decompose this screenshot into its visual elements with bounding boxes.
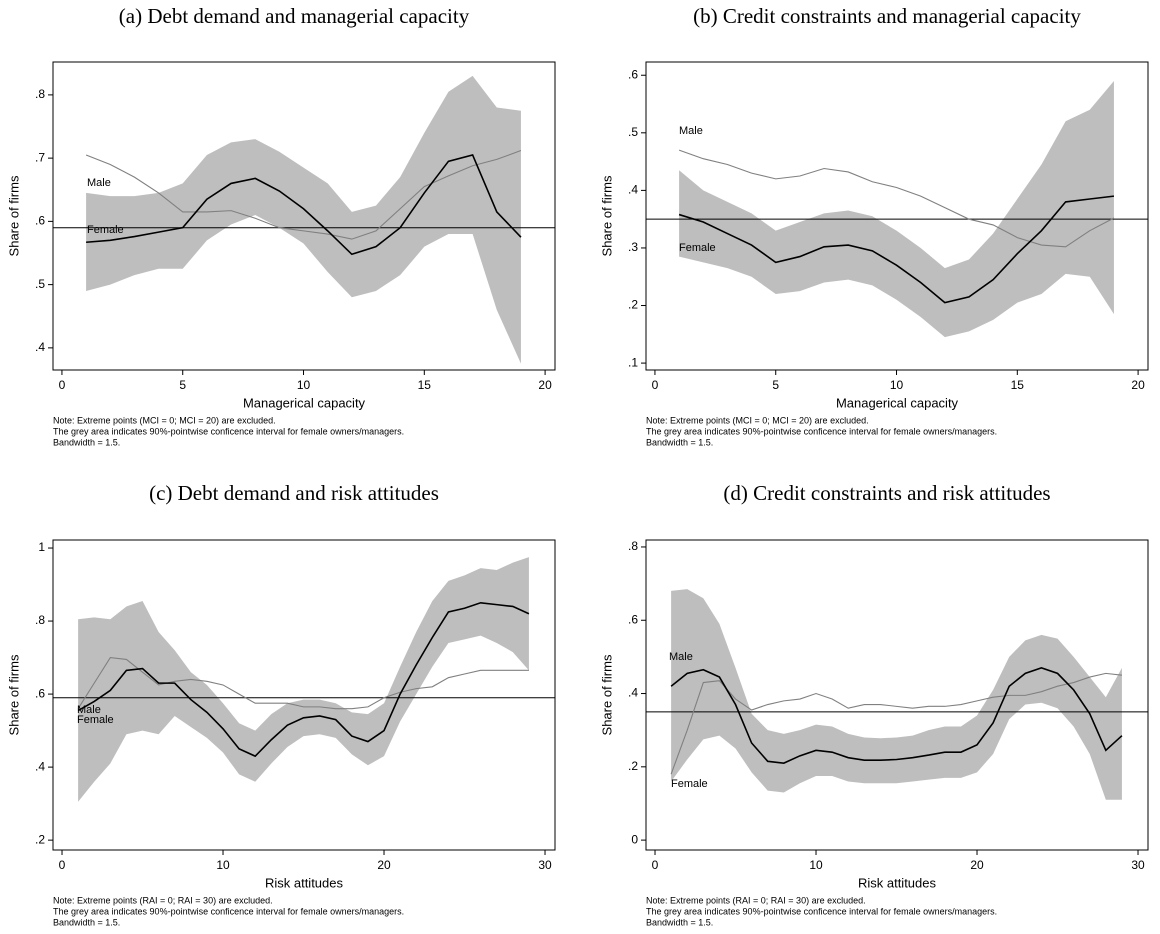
y-tick-label: .8 [628, 539, 638, 553]
x-tick-label: 20 [1131, 378, 1145, 392]
series-label: Male [87, 177, 111, 189]
panel-title: (a) Debt demand and managerial capacity [119, 4, 470, 28]
y-tick-label: .1 [628, 355, 638, 369]
confidence-band [86, 75, 521, 364]
x-axis-label: Managerical capacity [836, 395, 959, 410]
series-line [86, 154, 522, 256]
confidence-band [78, 557, 529, 802]
note: Bandwidth = 1.5. [646, 917, 713, 927]
panel-title: (c) Debt demand and risk attitudes [149, 481, 439, 505]
note: Note: Extreme points (MCI = 0; MCI = 20)… [646, 415, 869, 425]
y-tick-label: .8 [35, 613, 45, 627]
x-tick-label: 0 [652, 378, 659, 392]
y-axis-label: Share of firms [599, 654, 614, 735]
x-tick-label: 10 [216, 858, 230, 872]
y-tick-label: 1 [38, 540, 45, 554]
series-label: Male [669, 651, 693, 663]
y-tick-label: .8 [35, 87, 45, 101]
note: The grey area indicates 90%-pointwise co… [53, 906, 404, 916]
y-tick-label: .6 [628, 67, 638, 81]
y-tick-label: .6 [35, 214, 45, 228]
series-line [77, 656, 529, 710]
confidence-band [679, 80, 1114, 338]
x-tick-label: 0 [59, 378, 66, 392]
x-tick-label: 10 [809, 858, 823, 872]
panel-title: (d) Credit constraints and risk attitude… [723, 481, 1050, 505]
y-tick-label: .7 [35, 150, 45, 164]
series-line [678, 149, 1115, 248]
series-line [670, 672, 1122, 775]
note: Bandwidth = 1.5. [646, 437, 713, 447]
y-tick-label: .2 [628, 759, 638, 773]
y-axis-label: Share of firms [6, 654, 21, 735]
note: Bandwidth = 1.5. [53, 917, 120, 927]
y-axis-label: Share of firms [599, 175, 614, 256]
x-tick-label: 10 [890, 378, 904, 392]
x-tick-label: 15 [418, 378, 432, 392]
x-tick-label: 20 [970, 858, 984, 872]
note: The grey area indicates 90%-pointwise co… [646, 906, 997, 916]
y-tick-label: .4 [628, 183, 638, 197]
series-line [670, 667, 1123, 764]
x-tick-label: 30 [538, 858, 552, 872]
y-tick-label: 0 [631, 832, 638, 846]
plot-frame [52, 539, 556, 851]
y-tick-label: .6 [35, 686, 45, 700]
series-label: Male [679, 125, 703, 137]
y-tick-label: .6 [628, 612, 638, 626]
plot-frame [645, 539, 1149, 851]
series-label: Female [679, 242, 716, 254]
y-tick-label: .4 [35, 759, 45, 773]
x-tick-label: 0 [652, 858, 659, 872]
y-axis-label: Share of firms [6, 175, 21, 256]
panel: (a) Debt demand and managerial capacity M… [6, 4, 556, 447]
x-tick-label: 20 [538, 378, 552, 392]
x-tick-label: 5 [179, 378, 186, 392]
x-axis-label: Managerical capacity [243, 395, 366, 410]
panel: (b) Credit constraints and managerial ca… [599, 4, 1149, 447]
y-tick-label: .5 [628, 125, 638, 139]
y-tick-label: .2 [628, 298, 638, 312]
series-line [85, 150, 522, 240]
series-label: Female [77, 714, 114, 726]
note: Bandwidth = 1.5. [53, 437, 120, 447]
x-axis-label: Risk attitudes [858, 875, 937, 890]
series-line [77, 601, 530, 758]
x-tick-label: 0 [59, 858, 66, 872]
series-label: Female [671, 778, 708, 790]
note: The grey area indicates 90%-pointwise co… [53, 426, 404, 436]
x-tick-label: 10 [297, 378, 311, 392]
panel: (c) Debt demand and risk attitudesMaleFe… [6, 481, 556, 927]
note: The grey area indicates 90%-pointwise co… [646, 426, 997, 436]
note: Note: Extreme points (RAI = 0; RAI = 30)… [53, 895, 273, 905]
y-tick-label: .2 [35, 832, 45, 846]
x-tick-label: 15 [1011, 378, 1025, 392]
x-tick-label: 30 [1131, 858, 1145, 872]
x-tick-label: 5 [772, 378, 779, 392]
note: Note: Extreme points (RAI = 0; RAI = 30)… [646, 895, 866, 905]
x-tick-label: 20 [377, 858, 391, 872]
y-tick-label: .3 [628, 240, 638, 254]
panel: (d) Credit constraints and risk attitude… [599, 481, 1149, 927]
panel-title: (b) Credit constraints and managerial ca… [693, 4, 1081, 28]
y-tick-label: .4 [35, 340, 45, 354]
y-tick-label: .5 [35, 277, 45, 291]
x-axis-label: Risk attitudes [265, 875, 344, 890]
y-tick-label: .4 [628, 686, 638, 700]
confidence-band [671, 589, 1122, 800]
note: Note: Extreme points (MCI = 0; MCI = 20)… [53, 415, 276, 425]
series-line [678, 195, 1115, 304]
series-label: Female [87, 224, 124, 236]
